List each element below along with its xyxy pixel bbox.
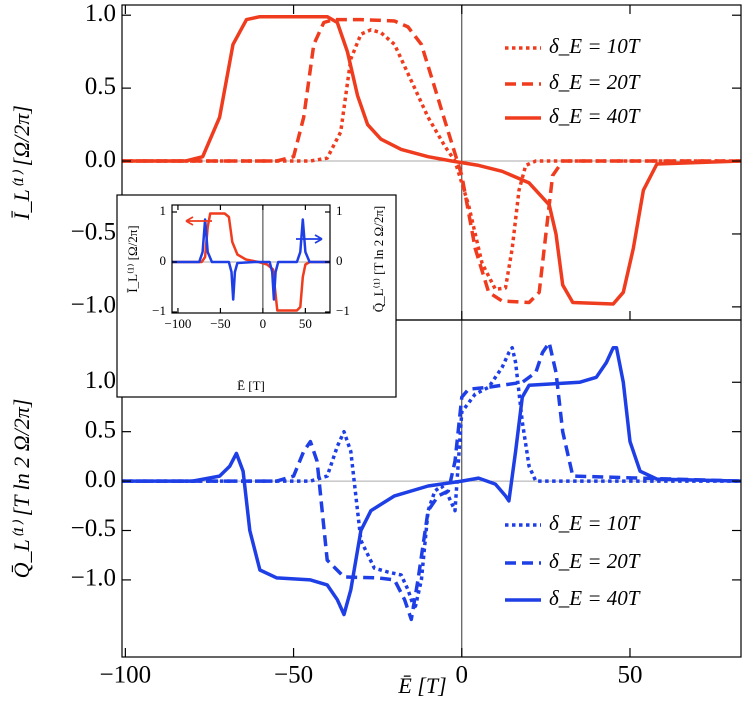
y2-tick-label: −1: [336, 303, 350, 318]
y-axis-label: Ī_L⁽¹⁾ [Ω/2π]: [9, 105, 34, 221]
y-tick-label: 0: [160, 253, 167, 268]
series-line: [122, 14, 742, 306]
plot-frame: [171, 204, 331, 314]
series-line: [122, 17, 741, 305]
y2-tick-label: 0: [336, 253, 343, 268]
legend-label: δ_E = 20T: [549, 549, 641, 573]
series-line: [172, 218, 330, 301]
y-tick-label: 0.0: [85, 466, 116, 493]
y-tick-label: −0.5: [71, 219, 116, 246]
legend-label: δ_E = 40T: [549, 586, 641, 610]
y-tick-label: 1.0: [85, 0, 116, 27]
x-tick-label: 50: [299, 316, 312, 331]
plot-frame: [121, 319, 742, 658]
x-axis-label: Ē [T]: [237, 378, 265, 393]
y2-axis-label: Q̄_L⁽¹⁾ [T ln 2 Ω/2π]: [371, 206, 386, 312]
x-tick-label: −100: [100, 662, 152, 689]
y-tick-label: 0.0: [85, 146, 116, 173]
y-tick-label: −1: [152, 303, 166, 318]
main-panels: δ_E = 10T δ_E = 20T δ_E = 40T −1.0 −0.5 0.0 0.…: [9, 0, 742, 698]
y-tick-label: −0.5: [71, 515, 116, 542]
x-axis-label: Ē [T]: [397, 673, 446, 698]
series-line: [122, 340, 742, 622]
y-axis-label: Ī_L⁽¹⁾ [Ω/2π]: [125, 225, 140, 292]
series-line: [122, 345, 742, 617]
arrow: [185, 216, 212, 226]
x-tick-label: −50: [274, 662, 313, 689]
y-tick-label: 1: [160, 203, 167, 218]
inset-frame: [116, 194, 397, 398]
y-tick-label: −1.0: [71, 292, 116, 319]
legend-label: δ_E = 20T: [549, 70, 641, 94]
y-tick-label: −1.0: [71, 565, 116, 592]
inset: −1 0 1 −1 0 1 −100 −50 0 50 Ī_L⁽¹⁾ [Ω/2π] Q̄_L⁽¹⁾ […: [116, 194, 397, 398]
y-tick-label: 0.5: [85, 73, 116, 100]
x-tick-label: −100: [165, 316, 192, 331]
legend-label: δ_E = 40T: [549, 104, 641, 128]
x-tick-label: −50: [210, 316, 230, 331]
x-tick-label: 0: [260, 316, 267, 331]
legend-label: δ_E = 10T: [549, 511, 641, 535]
y-tick-label: 0.5: [85, 416, 116, 443]
y-axis-label: Q̄_L⁽¹⁾ [T ln 2 Ω/2π]: [9, 399, 34, 579]
x-tick-label: 50: [617, 662, 642, 689]
legend-label: δ_E = 10T: [549, 34, 641, 58]
series-line: [122, 28, 741, 292]
arrow: [296, 234, 323, 244]
series-line: [122, 345, 741, 612]
y-tick-label: 1.0: [85, 367, 116, 394]
y2-tick-label: 1: [336, 203, 343, 218]
x-tick-label: 0: [456, 662, 469, 689]
